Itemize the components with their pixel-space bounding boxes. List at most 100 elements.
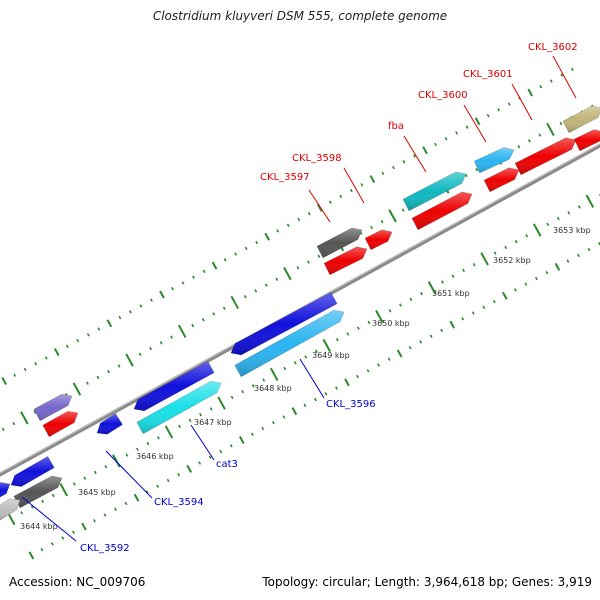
tick-mark xyxy=(388,209,397,223)
tick-mark xyxy=(482,305,486,309)
tick-mark xyxy=(125,453,129,457)
tick-mark xyxy=(181,281,185,285)
gene-arrow-shading xyxy=(563,106,600,133)
tick-mark xyxy=(422,146,428,155)
tick-mark xyxy=(41,499,45,503)
tick-mark xyxy=(449,320,456,329)
tick-mark xyxy=(307,260,310,264)
tick-mark xyxy=(97,327,101,331)
tick-mark xyxy=(346,332,350,336)
tick-mark xyxy=(20,411,29,425)
tick-mark xyxy=(186,464,192,473)
tick-mark xyxy=(533,223,542,237)
gene-label-ckl3601: CKL_3601 xyxy=(463,69,513,80)
tick-mark xyxy=(198,461,202,465)
tick-mark xyxy=(392,165,395,170)
gene-label-ckl3597: CKL_3597 xyxy=(260,172,310,183)
tick-mark xyxy=(238,436,245,444)
gene-arrow-shading xyxy=(134,361,215,411)
tick-mark xyxy=(241,389,245,394)
gene-label-fba: fba xyxy=(388,121,404,132)
label-connectors xyxy=(21,55,577,542)
tick-mark xyxy=(493,251,497,255)
connector-ckl3601 xyxy=(511,83,533,121)
tick-mark xyxy=(303,403,307,408)
tick-mark xyxy=(138,352,142,357)
tick-mark xyxy=(408,345,412,350)
tick-mark xyxy=(103,513,107,517)
tick-mark xyxy=(434,142,437,147)
gene-arrow-shading xyxy=(42,411,78,437)
tick-mark xyxy=(474,117,481,126)
tick-mark xyxy=(59,483,69,497)
gene-labels: CKL_3597 CKL_3598 fba CKL_3600 CKL_3601 … xyxy=(80,42,578,554)
tick-mark xyxy=(304,355,308,359)
genome-info-text: Topology: circular; Length: 3,964,618 bp… xyxy=(262,575,592,589)
gene-label-ckl3594: CKL_3594 xyxy=(154,497,204,508)
tick-mark xyxy=(527,139,531,143)
tick-mark xyxy=(507,102,511,106)
scale-label: 3651 kbp xyxy=(432,289,470,298)
tick-mark xyxy=(502,291,508,300)
tick-mark xyxy=(76,338,80,343)
tick-mark xyxy=(497,108,501,112)
tick-mark xyxy=(192,275,195,279)
tick-mark xyxy=(560,73,564,77)
tick-mark xyxy=(164,425,174,439)
tick-mark xyxy=(471,311,475,315)
tick-mark xyxy=(367,320,371,325)
tick-mark xyxy=(369,175,376,184)
tick-mark xyxy=(461,317,465,321)
tick-mark xyxy=(212,312,216,316)
tick-mark xyxy=(72,530,75,535)
tick-mark xyxy=(335,338,339,342)
tick-mark xyxy=(585,194,595,208)
tick-mark xyxy=(401,208,405,212)
tick-mark xyxy=(150,298,153,302)
tick-mark xyxy=(104,464,108,469)
tick-mark xyxy=(293,361,297,365)
tick-mark xyxy=(139,304,143,308)
tick-mark xyxy=(86,333,90,337)
tick-mark xyxy=(271,420,275,425)
tick-mark xyxy=(20,511,24,515)
gene-features xyxy=(0,105,600,521)
connector-ckl3596 xyxy=(299,358,325,399)
tick-mark xyxy=(465,125,469,129)
gene-arrow-shading xyxy=(0,498,20,521)
tick-mark xyxy=(387,357,391,361)
tick-mark xyxy=(243,294,247,299)
tick-mark xyxy=(276,229,280,233)
tick-mark xyxy=(396,349,403,358)
tick-mark xyxy=(188,418,192,423)
tick-mark xyxy=(546,222,550,227)
connector-cat3 xyxy=(190,424,215,461)
tick-mark xyxy=(486,113,490,118)
gene-arrow-shading xyxy=(0,482,10,498)
tick-mark xyxy=(157,436,160,440)
gene-label-ckl3598: CKL_3598 xyxy=(292,153,342,164)
scale-label: 3650 kbp xyxy=(372,319,410,328)
connector-ckl3600 xyxy=(463,104,487,143)
tick-mark xyxy=(538,133,542,137)
tick-mark xyxy=(297,217,301,222)
tick-mark xyxy=(86,381,89,385)
gene-arrow-shading xyxy=(474,147,514,173)
tick-mark xyxy=(381,171,385,175)
tick-mark xyxy=(356,374,359,379)
tick-mark xyxy=(546,122,555,136)
gene-arrow-shading xyxy=(515,137,576,175)
connector-ckl3597 xyxy=(308,189,331,223)
tick-mark xyxy=(222,306,226,310)
tick-mark xyxy=(133,493,140,502)
tick-mark xyxy=(244,246,248,250)
scale-label: 3653 kbp xyxy=(553,226,591,235)
tick-mark xyxy=(472,263,476,267)
gene-arrow-shading xyxy=(97,413,123,435)
tick-mark xyxy=(50,542,54,546)
tick-mark xyxy=(402,160,406,164)
tick-mark xyxy=(217,396,226,410)
tick-mark xyxy=(261,426,265,431)
tick-mark xyxy=(480,252,489,266)
